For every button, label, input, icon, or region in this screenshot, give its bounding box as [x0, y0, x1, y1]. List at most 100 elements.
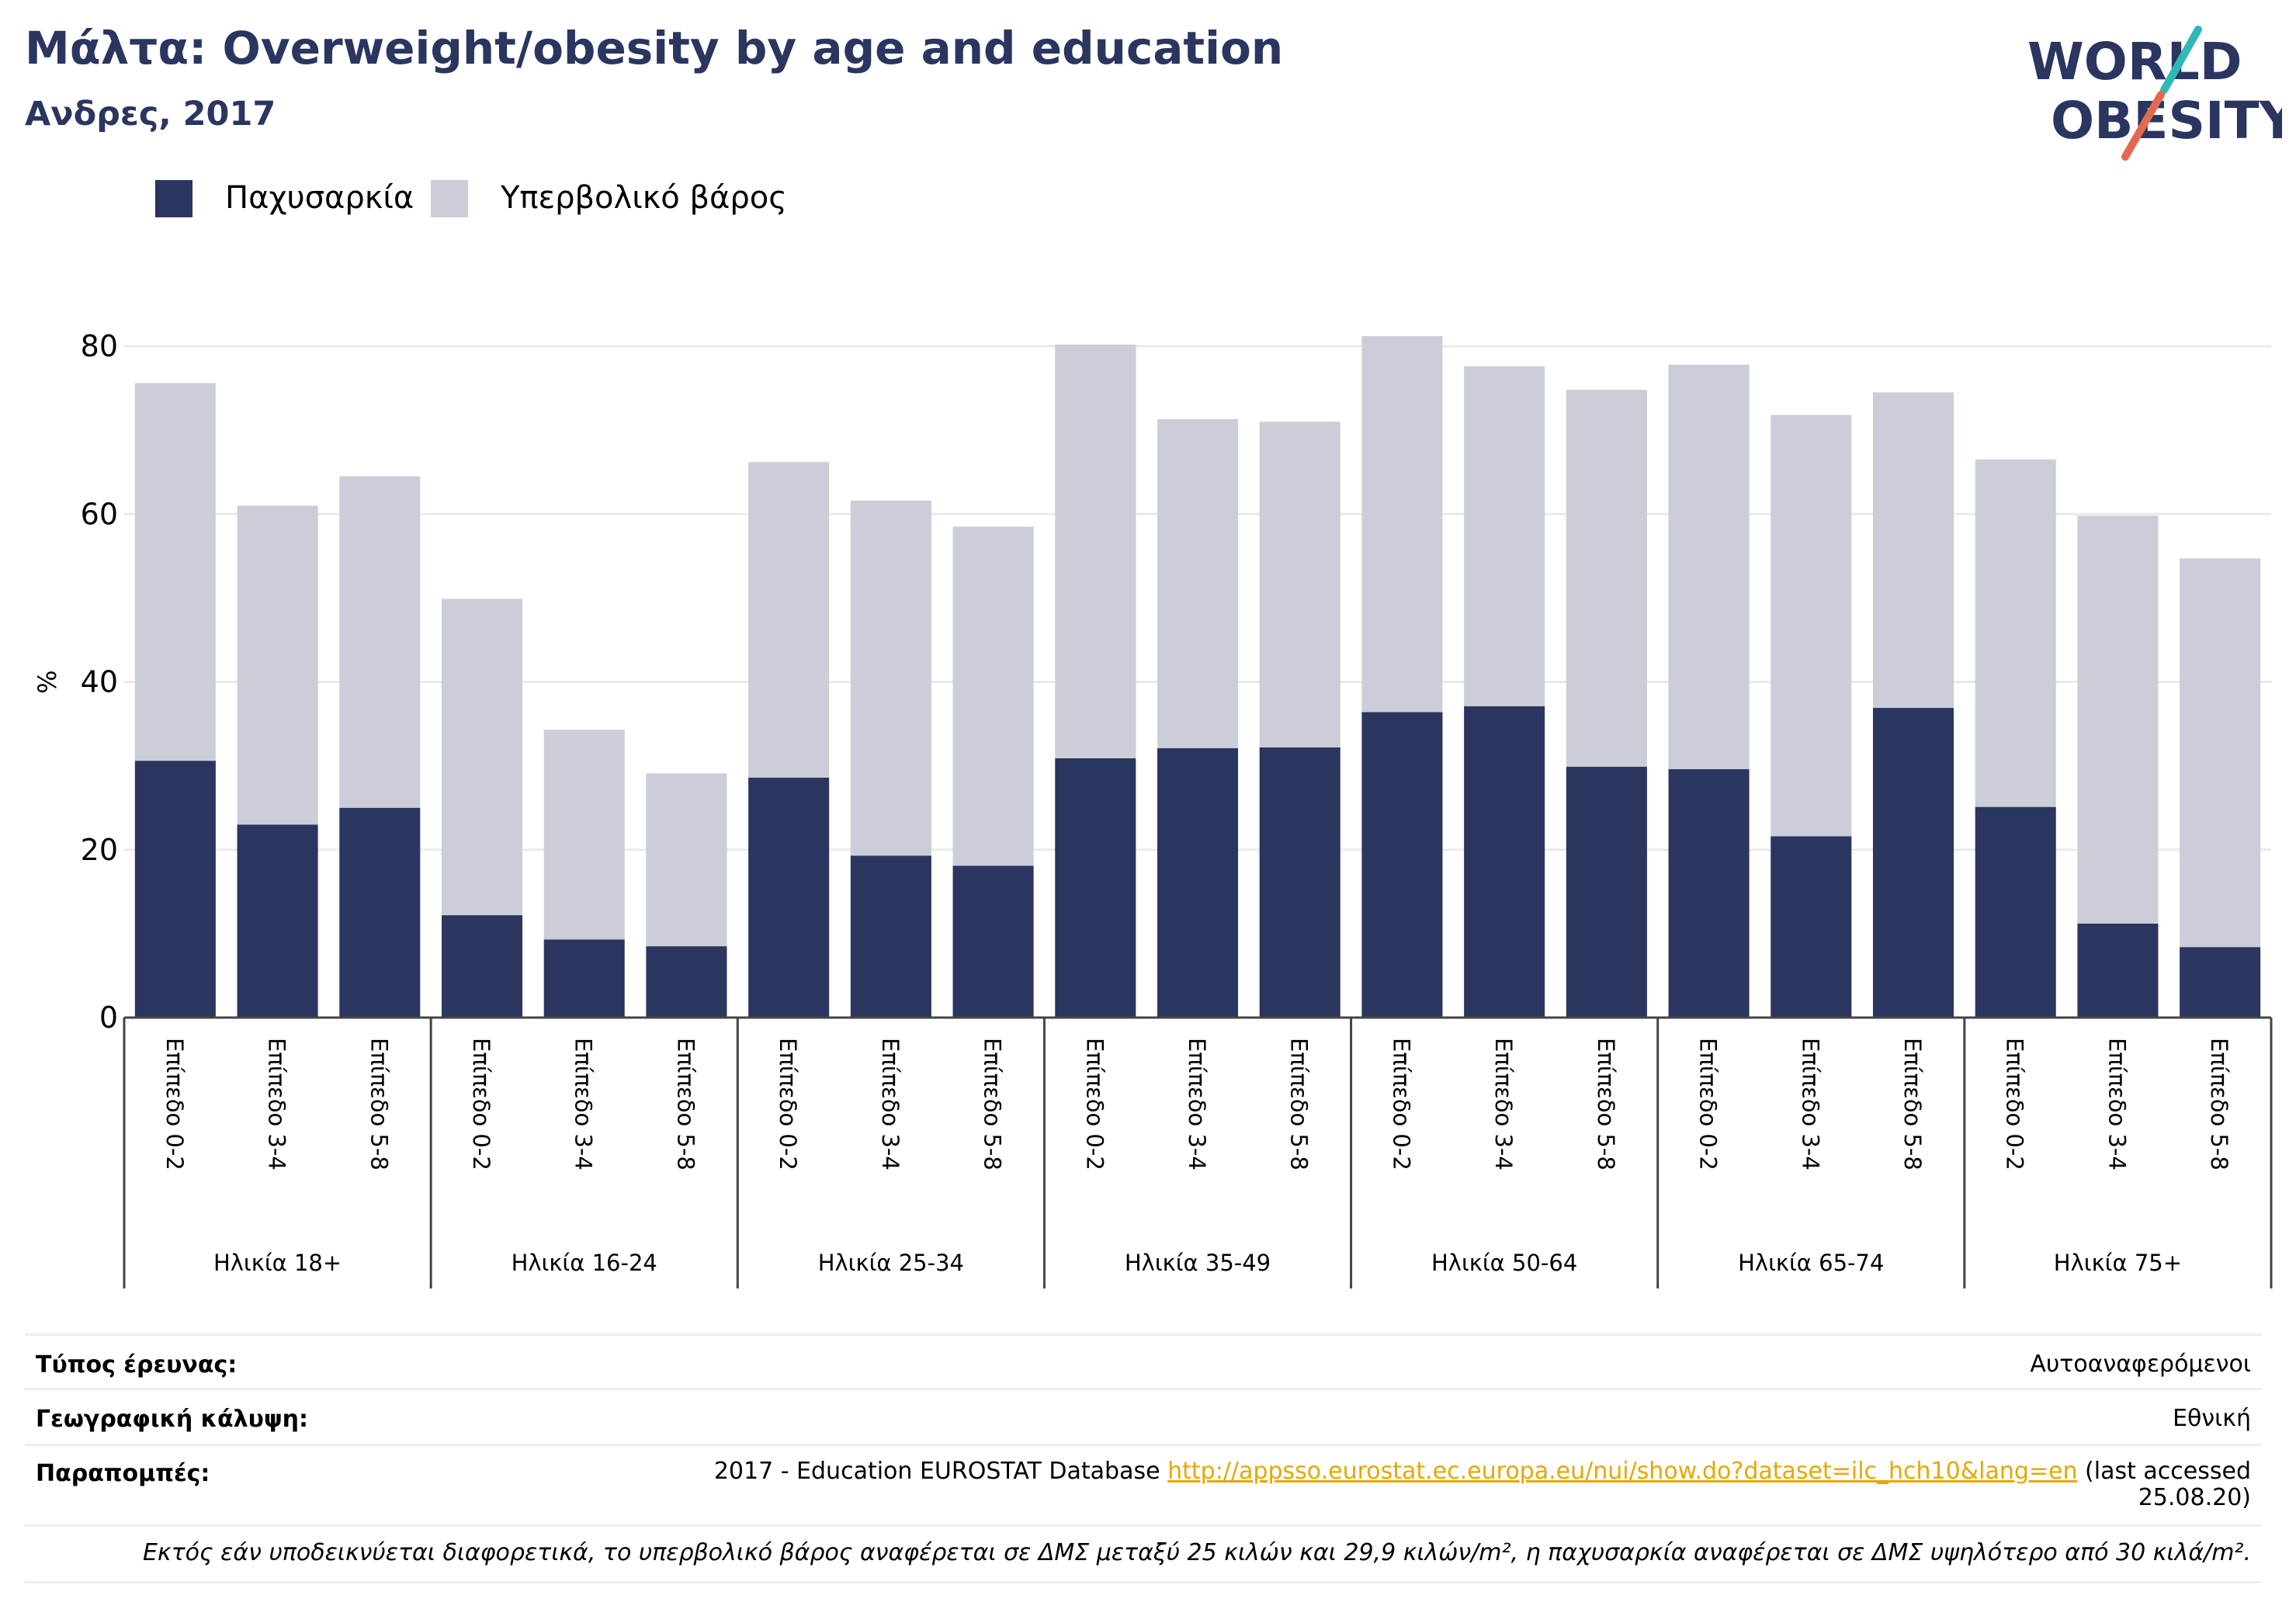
bar-obesity — [543, 939, 625, 1018]
bar-overweight — [1361, 336, 1443, 713]
legend-label-overweight: Υπερβολικό βάρος — [501, 180, 787, 216]
references-prefix: 2017 - Education EUROSTAT Database — [713, 1458, 1168, 1485]
bar-overweight — [1464, 366, 1545, 706]
survey-type-value: Αυτοαναφερόμενοι — [2030, 1351, 2251, 1378]
legend-swatch-overweight — [431, 180, 468, 217]
logo-line-1: WORLD — [2027, 32, 2242, 92]
world-obesity-logo: WORLD OBESITY — [2027, 26, 2282, 161]
bar-obesity — [850, 855, 931, 1018]
references-line-1: 2017 - Education EUROSTAT Database http:… — [714, 1458, 2251, 1485]
x-tick-label: Επίπεδο 3-4 — [1184, 1038, 1210, 1170]
bar-overweight — [543, 730, 625, 940]
bar-overweight — [1872, 392, 1954, 709]
legend-swatch-obesity — [155, 180, 192, 217]
bar-overweight — [1055, 344, 1136, 758]
x-tick-label: Επίπεδο 0-2 — [2002, 1038, 2028, 1170]
bar-obesity — [1464, 706, 1545, 1018]
coverage-label: Γεωγραφική κάλυψη: — [36, 1406, 309, 1433]
x-tick-label: Επίπεδο 0-2 — [1388, 1038, 1414, 1170]
x-tick-label: Επίπεδο 5-8 — [1286, 1038, 1313, 1170]
bar-overweight — [748, 462, 830, 778]
references-label: Παραπομπές: — [36, 1460, 210, 1487]
survey-type-label: Τύπος έρευνας: — [36, 1351, 238, 1379]
y-tick-label: 60 — [81, 497, 118, 531]
y-tick-label: 80 — [81, 329, 118, 363]
bar-obesity — [1157, 747, 1239, 1018]
page-title: Μάλτα: Overweight/obesity by age and edu… — [25, 22, 1284, 75]
bar-obesity — [237, 824, 318, 1018]
x-tick-label: Επίπεδο 0-2 — [1081, 1038, 1108, 1170]
bar-obesity — [339, 807, 421, 1018]
bar-obesity — [2180, 947, 2261, 1018]
bar-overweight — [952, 526, 1034, 866]
bar-overweight — [850, 500, 931, 856]
x-tick-label: Επίπεδο 0-2 — [161, 1038, 188, 1170]
bar-obesity — [441, 915, 523, 1018]
info-row-references: Παραπομπές: 2017 - Education EUROSTAT Da… — [25, 1444, 2262, 1527]
logo-stroke-teal — [2160, 26, 2202, 94]
page-subtitle: Ανδρες, 2017 — [25, 95, 276, 134]
bar-obesity — [1055, 758, 1136, 1018]
y-tick-label: 0 — [99, 1001, 118, 1035]
info-row-footnote: Εκτός εάν υποδεικνύεται διαφορετικά, το … — [25, 1524, 2262, 1583]
y-axis-label: % — [33, 670, 62, 693]
coverage-value: Εθνική — [2173, 1405, 2251, 1432]
bar-obesity — [2077, 923, 2159, 1018]
legend-label-obesity: Παχυσαρκία — [225, 180, 414, 216]
logo-line-2: OBESITY — [2051, 91, 2282, 151]
bar-obesity — [134, 761, 216, 1018]
x-tick-label: Επίπεδο 5-8 — [1899, 1038, 1926, 1170]
bar-overweight — [1668, 364, 1750, 769]
x-tick-label: Επίπεδο 5-8 — [980, 1038, 1006, 1170]
references-value: 2017 - Education EUROSTAT Database http:… — [714, 1458, 2251, 1511]
bar-overweight — [1157, 419, 1239, 748]
bar-overweight — [2077, 515, 2159, 924]
group-label: Ηλικία 16-24 — [512, 1250, 657, 1276]
bar-overweight — [1975, 459, 2056, 807]
y-tick-label: 20 — [81, 833, 118, 867]
bar-overweight — [1771, 414, 1852, 837]
x-tick-label: Επίπεδο 3-4 — [877, 1038, 903, 1170]
logo-stroke-coral — [2121, 91, 2165, 161]
bar-overweight — [339, 476, 421, 808]
x-tick-label: Επίπεδο 3-4 — [571, 1038, 597, 1170]
bar-overweight — [646, 773, 727, 947]
x-tick-label: Επίπεδο 0-2 — [468, 1038, 494, 1170]
group-label: Ηλικία 35-49 — [1125, 1250, 1271, 1276]
bar-obesity — [1872, 708, 1954, 1018]
x-tick-label: Επίπεδο 5-8 — [672, 1038, 699, 1170]
x-tick-label: Επίπεδο 3-4 — [1797, 1038, 1823, 1170]
info-row-survey-type: Τύπος έρευνας: Αυτοαναφερόμενοι — [25, 1333, 2262, 1390]
x-tick-label: Επίπεδο 3-4 — [2104, 1038, 2130, 1170]
bar-obesity — [1361, 712, 1443, 1018]
bar-obesity — [1259, 747, 1340, 1018]
footnote: Εκτός εάν υποδεικνύεται διαφορετικά, το … — [142, 1539, 2251, 1566]
x-tick-label: Επίπεδο 3-4 — [264, 1038, 290, 1170]
references-line-2: 25.08.20) — [2138, 1484, 2251, 1511]
x-tick-label: Επίπεδο 3-4 — [1490, 1038, 1517, 1170]
bar-overweight — [134, 383, 216, 761]
bar-obesity — [1975, 806, 2056, 1018]
bar-overweight — [2180, 558, 2261, 948]
group-label: Ηλικία 65-74 — [1738, 1250, 1884, 1276]
info-row-coverage: Γεωγραφική κάλυψη: Εθνική — [25, 1388, 2262, 1446]
x-tick-label: Επίπεδο 5-8 — [366, 1038, 392, 1170]
group-label: Ηλικία 18+ — [213, 1250, 342, 1276]
references-link[interactable]: http://appsso.eurostat.ec.europa.eu/nui/… — [1167, 1458, 2078, 1485]
bar-overweight — [1259, 421, 1340, 747]
x-tick-label: Επίπεδο 5-8 — [1593, 1038, 1619, 1170]
bar-obesity — [1566, 766, 1647, 1018]
references-suffix-1: (last accessed — [2077, 1458, 2251, 1485]
x-tick-label: Επίπεδο 0-2 — [1695, 1038, 1722, 1170]
group-label: Ηλικία 25-34 — [818, 1250, 964, 1276]
bar-obesity — [646, 946, 727, 1018]
bar-obesity — [748, 777, 830, 1018]
bar-overweight — [237, 505, 318, 825]
x-tick-label: Επίπεδο 0-2 — [775, 1038, 801, 1170]
x-tick-label: Επίπεδο 5-8 — [2206, 1038, 2232, 1170]
bar-overweight — [1566, 390, 1647, 767]
bar-obesity — [952, 865, 1034, 1018]
bar-overweight — [441, 598, 523, 916]
bar-obesity — [1771, 836, 1852, 1018]
